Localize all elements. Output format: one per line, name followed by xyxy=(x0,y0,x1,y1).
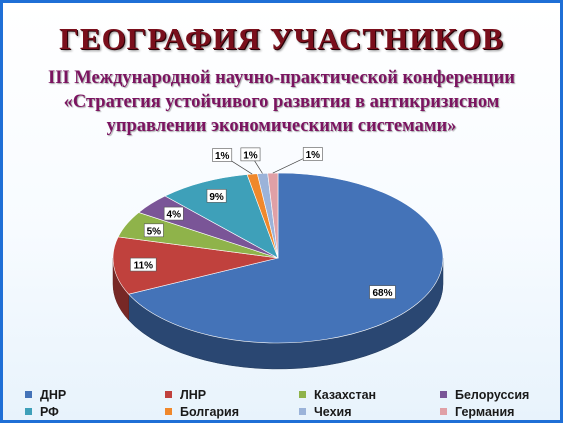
data-label: 11% xyxy=(134,261,154,272)
legend-swatch xyxy=(299,391,306,398)
subtitle-line-1: III Международной научно-практической ко… xyxy=(48,68,515,88)
legend-item: ДНР xyxy=(25,386,165,403)
subtitle-line-2: «Стратегия устойчивого развития в антикр… xyxy=(63,92,500,112)
legend-label: Чехия xyxy=(314,404,352,419)
legend-label: ЛНР xyxy=(180,387,207,402)
pie-slice xyxy=(164,174,279,259)
legend-swatch xyxy=(165,408,172,415)
legend-item: Белоруссия xyxy=(440,386,555,403)
pie-chart: 68% 11% 5% 4% 9% 1% 1% 1% xyxy=(112,147,444,370)
legend-swatch xyxy=(25,391,32,398)
slide: ГЕОГРАФИЯ УЧАСТНИКОВ III Международной н… xyxy=(3,3,560,420)
data-label-box xyxy=(240,147,261,162)
data-label-box xyxy=(130,257,157,272)
data-label: 1% xyxy=(215,151,230,162)
legend-label: Болгария xyxy=(180,404,240,419)
data-label: 68% xyxy=(372,288,392,299)
subtitle: III Международной научно-практической ко… xyxy=(3,66,560,138)
data-label: 4% xyxy=(167,210,182,221)
legend-item: Казахстан xyxy=(299,386,440,403)
page-title: ГЕОГРАФИЯ УЧАСТНИКОВ xyxy=(59,21,504,56)
legend-label: Белоруссия xyxy=(455,387,530,402)
legend-label: Германия xyxy=(455,404,515,419)
legend-item: Германия xyxy=(440,403,555,420)
legend-item: Чехия xyxy=(299,403,440,420)
data-label: 1% xyxy=(306,150,321,161)
data-label: 9% xyxy=(209,192,224,203)
data-label: 5% xyxy=(147,226,162,237)
data-label: 1% xyxy=(243,150,258,161)
legend-swatch xyxy=(165,391,172,398)
subtitle-line-3: управлении экономическими системами» xyxy=(106,116,457,136)
data-label-box xyxy=(206,189,227,203)
legend-swatch xyxy=(440,391,447,398)
data-label-box xyxy=(369,285,396,299)
chart-legend: ДНР ЛНР Казахстан Белоруссия РФ Болгария… xyxy=(25,386,555,420)
pie-tops xyxy=(112,172,444,344)
legend-label: ДНР xyxy=(40,387,67,402)
legend-item: Болгария xyxy=(165,403,299,420)
legend-swatch xyxy=(440,408,447,415)
data-label-box xyxy=(212,148,233,162)
legend-label: Казахстан xyxy=(314,387,377,402)
pie-slice xyxy=(128,172,444,344)
legend-item: РФ xyxy=(25,403,165,420)
legend-swatch xyxy=(299,408,306,415)
legend-swatch xyxy=(25,408,32,415)
pie-labels: 68% 11% 5% 4% 9% 1% 1% 1% xyxy=(130,147,396,299)
legend-label: РФ xyxy=(40,404,59,419)
data-label-box xyxy=(163,206,184,221)
data-label-box xyxy=(143,223,164,238)
data-label-box xyxy=(302,147,323,161)
legend-item: ЛНР xyxy=(165,386,299,403)
pie-slice xyxy=(112,236,279,295)
